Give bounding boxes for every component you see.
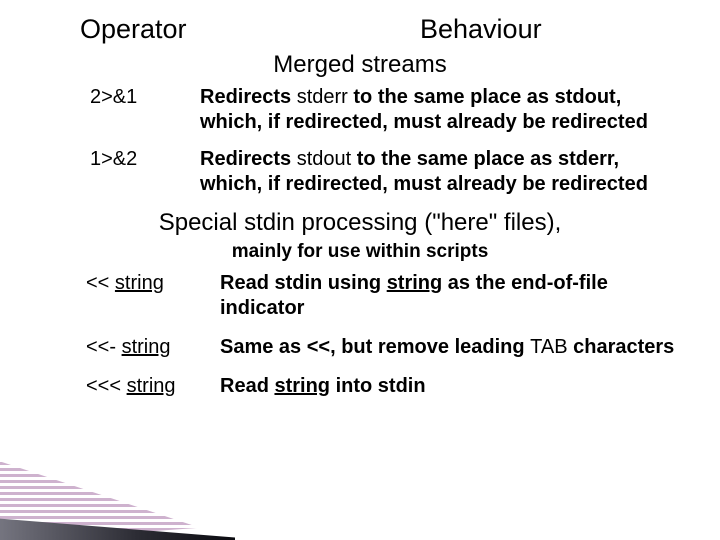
section-here-files: Special stdin processing ("here" files), bbox=[30, 209, 690, 237]
slide: Operator Behaviour Merged streams 2>&1 R… bbox=[0, 0, 720, 540]
keyword: TAB bbox=[530, 336, 567, 358]
keyword: string bbox=[274, 375, 330, 397]
operator-cell: <<< string bbox=[30, 374, 200, 399]
operator-cell: 1>&2 bbox=[30, 147, 200, 197]
table-row: 1>&2 Redirects stdout to the same place … bbox=[30, 147, 690, 197]
keyword: string bbox=[387, 272, 443, 294]
operator-cell: << string bbox=[30, 271, 200, 321]
header-behaviour: Behaviour bbox=[300, 14, 690, 45]
operator-symbol: <<< bbox=[86, 375, 127, 397]
behaviour-cell: Redirects stdout to the same place as st… bbox=[200, 147, 690, 197]
behaviour-text: Redirects bbox=[200, 86, 297, 108]
behaviour-cell: Redirects stderr to the same place as st… bbox=[200, 85, 690, 135]
keyword: stdout bbox=[297, 148, 351, 170]
table-row: << string Read stdin using string as the… bbox=[30, 271, 690, 321]
behaviour-text: characters bbox=[568, 336, 675, 358]
behaviour-text: into stdin bbox=[330, 375, 426, 397]
table-row: 2>&1 Redirects stderr to the same place … bbox=[30, 85, 690, 135]
behaviour-text: Read bbox=[220, 375, 274, 397]
keyword: stderr bbox=[297, 86, 348, 108]
behaviour-text: Read stdin using bbox=[220, 272, 387, 294]
header-row: Operator Behaviour bbox=[30, 14, 690, 45]
behaviour-text: Same as bbox=[220, 336, 307, 358]
behaviour-cell: Read stdin using string as the end-of-fi… bbox=[200, 271, 690, 321]
decorative-wedge bbox=[0, 458, 230, 540]
header-operator: Operator bbox=[30, 14, 300, 45]
behaviour-text: , but remove leading bbox=[330, 336, 530, 358]
behaviour-cell: Read string into stdin bbox=[200, 374, 690, 399]
section-merged-streams: Merged streams bbox=[30, 51, 690, 79]
operator-arg: string bbox=[122, 336, 171, 358]
table-row: <<< string Read string into stdin bbox=[30, 374, 690, 399]
section-here-files-subtitle: mainly for use within scripts bbox=[30, 241, 690, 263]
operator-arg: string bbox=[127, 375, 176, 397]
table-row: <<- string Same as <<, but remove leadin… bbox=[30, 335, 690, 360]
behaviour-cell: Same as <<, but remove leading TAB chara… bbox=[200, 335, 690, 360]
operator-cell: 2>&1 bbox=[30, 85, 200, 135]
behaviour-text: Redirects bbox=[200, 148, 297, 170]
operator-cell: <<- string bbox=[30, 335, 200, 360]
keyword: << bbox=[307, 336, 330, 358]
operator-symbol: <<- bbox=[86, 336, 122, 358]
operator-arg: string bbox=[115, 272, 164, 294]
operator-symbol: << bbox=[86, 272, 115, 294]
